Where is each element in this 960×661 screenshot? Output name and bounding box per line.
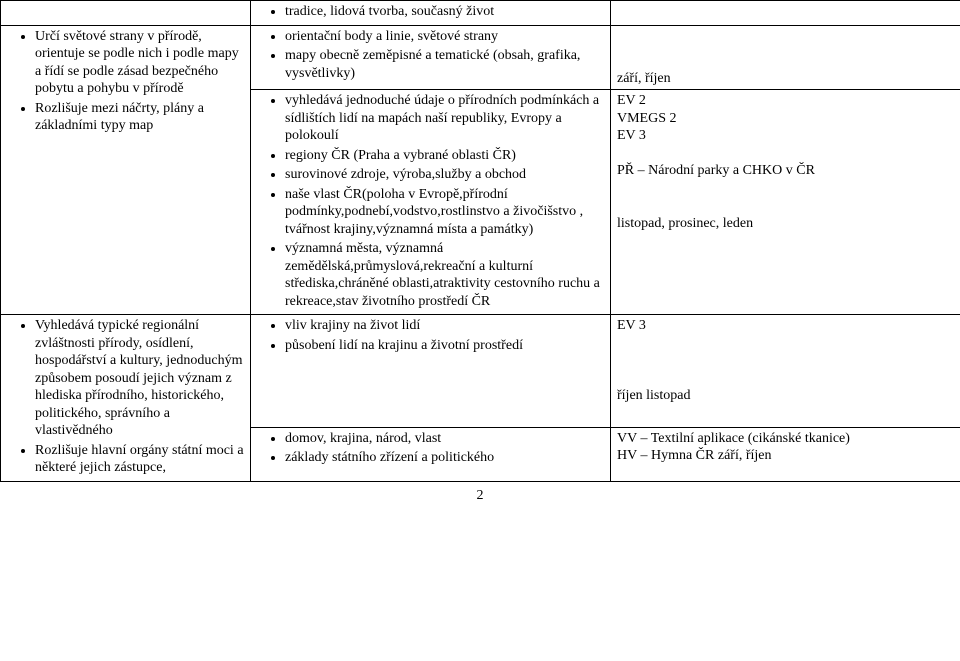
note-line: EV 2 <box>617 92 954 110</box>
bullet-list: vliv krajiny na život lidí působení lidí… <box>257 317 604 354</box>
list-item: Rozlišuje hlavní orgány státní moci a ně… <box>35 442 244 477</box>
list-item: základy státního zřízení a politického <box>285 449 604 467</box>
list-item: orientační body a linie, světové strany <box>285 28 604 46</box>
bullet-list: vyhledává jednoduché údaje o přírodních … <box>257 92 604 310</box>
note-line <box>617 197 954 215</box>
list-item: mapy obecně zeměpisné a tematické (obsah… <box>285 47 604 82</box>
list-item: domov, krajina, národ, vlast <box>285 430 604 448</box>
page-number: 2 <box>0 482 960 504</box>
bullet-list: domov, krajina, národ, vlast základy stá… <box>257 430 604 467</box>
list-item: vyhledává jednoduché údaje o přírodních … <box>285 92 604 145</box>
note-line <box>617 352 954 370</box>
cell-topics-1b: vyhledává jednoduché údaje o přírodních … <box>251 90 611 315</box>
curriculum-table: tradice, lidová tvorba, současný život U… <box>0 0 960 482</box>
timing-text: září, říjen <box>617 28 954 88</box>
table-row: tradice, lidová tvorba, současný život <box>1 1 960 26</box>
list-item: regiony ČR (Praha a vybrané oblasti ČR) <box>285 147 604 165</box>
bullet-list: orientační body a linie, světové strany … <box>257 28 604 83</box>
note-line <box>617 370 954 388</box>
note-line <box>617 145 954 163</box>
list-item: významná města, významná zemědělská,prům… <box>285 240 604 310</box>
list-item: tradice, lidová tvorba, současný život <box>285 3 604 21</box>
cell-topics-1a: orientační body a linie, světové strany … <box>251 25 611 90</box>
cell-tradition: tradice, lidová tvorba, současný život <box>251 1 611 26</box>
bullet-list: tradice, lidová tvorba, současný život <box>257 3 604 21</box>
list-item: naše vlast ČR(poloha v Evropě,přírodní p… <box>285 186 604 239</box>
bullet-list: Vyhledává typické regionální zvláštnosti… <box>7 317 244 477</box>
list-item: vliv krajiny na život lidí <box>285 317 604 335</box>
list-item: Vyhledává typické regionální zvláštnosti… <box>35 317 244 440</box>
cell-notes-2b: VV – Textilní aplikace (cikánské tkanice… <box>611 427 960 481</box>
cell-outcomes-1: Určí světové strany v přírodě, orientuje… <box>1 25 251 315</box>
note-line: listopad, prosinec, leden <box>617 215 954 233</box>
list-item: Rozlišuje mezi náčrty, plány a základním… <box>35 100 244 135</box>
table-row: Určí světové strany v přírodě, orientuje… <box>1 25 960 90</box>
cell-topics-2b: domov, krajina, národ, vlast základy stá… <box>251 427 611 481</box>
bullet-list: Určí světové strany v přírodě, orientuje… <box>7 28 244 135</box>
note-line: HV – Hymna ČR září, říjen <box>617 447 954 465</box>
note-line: VMEGS 2 <box>617 110 954 128</box>
list-item: surovinové zdroje, výroba,služby a obcho… <box>285 166 604 184</box>
cell-empty <box>611 1 960 26</box>
list-item: působení lidí na krajinu a životní prost… <box>285 337 604 355</box>
cell-empty <box>1 1 251 26</box>
cell-notes-1a: září, říjen <box>611 25 960 90</box>
table-row: Vyhledává typické regionální zvláštnosti… <box>1 315 960 428</box>
cell-outcomes-2: Vyhledává typické regionální zvláštnosti… <box>1 315 251 482</box>
list-item: Určí světové strany v přírodě, orientuje… <box>35 28 244 98</box>
cell-notes-1b: EV 2 VMEGS 2 EV 3 PŘ – Národní parky a C… <box>611 90 960 315</box>
note-line: EV 3 <box>617 317 954 335</box>
note-line: PŘ – Národní parky a CHKO v ČR <box>617 162 954 180</box>
cell-notes-2a: EV 3 říjen listopad <box>611 315 960 428</box>
note-line <box>617 335 954 353</box>
note-line: VV – Textilní aplikace (cikánské tkanice… <box>617 430 954 448</box>
cell-topics-2a: vliv krajiny na život lidí působení lidí… <box>251 315 611 428</box>
note-line: říjen listopad <box>617 387 954 405</box>
note-line <box>617 180 954 198</box>
note-line: EV 3 <box>617 127 954 145</box>
